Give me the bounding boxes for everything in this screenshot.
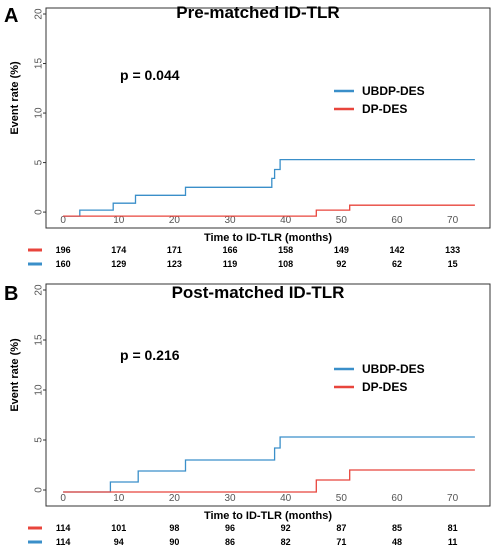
y-tick-label: 15 (34, 58, 45, 70)
y-tick-label: 0 (34, 487, 45, 493)
km-curve-ubdp-des (63, 158, 475, 217)
legend-label: UBDP-DES (362, 84, 425, 98)
risk-count: 133 (445, 245, 460, 255)
risk-count: 129 (111, 259, 126, 269)
x-tick-label: 70 (447, 493, 459, 504)
x-tick-label: 10 (113, 493, 125, 504)
y-tick-label: 15 (34, 334, 45, 346)
y-axis-title: Event rate (%) (9, 338, 21, 412)
chart-title: Post-matched ID-TLR (172, 283, 345, 302)
y-tick-label: 20 (34, 284, 45, 296)
p-value: p = 0.216 (120, 347, 180, 363)
legend-label: UBDP-DES (362, 362, 425, 376)
km-curve-ubdp-des (63, 436, 475, 493)
risk-count: 82 (281, 537, 291, 547)
km-panel-a: A Pre-matched ID-TLR 0 5 10 15 20 Event rate (%… (4, 3, 491, 269)
risk-count: 101 (111, 523, 126, 533)
x-tick-label: 50 (336, 493, 348, 504)
risk-count: 11 (448, 537, 458, 547)
risk-count: 166 (223, 245, 238, 255)
risk-count: 94 (114, 537, 124, 547)
x-tick-label: 70 (447, 215, 459, 226)
x-tick-label: 0 (60, 215, 66, 226)
risk-count: 48 (392, 537, 402, 547)
risk-count: 92 (336, 259, 346, 269)
legend-label: DP-DES (362, 380, 407, 394)
risk-count: 96 (225, 523, 235, 533)
chart-title: Pre-matched ID-TLR (176, 3, 339, 22)
y-tick-label: 20 (34, 8, 45, 20)
risk-count: 196 (56, 245, 71, 255)
x-tick-label: 20 (169, 493, 181, 504)
risk-count: 158 (278, 245, 293, 255)
plot-frame (45, 7, 491, 229)
x-tick-label: 30 (224, 215, 236, 226)
x-tick-label: 60 (391, 215, 403, 226)
panel-letter: A (4, 5, 18, 27)
risk-count: 15 (448, 259, 458, 269)
risk-count: 85 (392, 523, 402, 533)
x-tick-label: 40 (280, 493, 292, 504)
risk-count: 149 (334, 245, 349, 255)
plot-frame (45, 283, 491, 507)
x-tick-label: 60 (391, 493, 403, 504)
p-value: p = 0.044 (120, 67, 180, 83)
risk-count: 160 (56, 259, 71, 269)
y-tick-label: 5 (34, 437, 45, 443)
legend-label: DP-DES (362, 102, 407, 116)
y-tick-label: 5 (34, 159, 45, 165)
risk-count: 119 (223, 259, 238, 269)
x-tick-label: 20 (169, 215, 181, 226)
risk-count: 142 (389, 245, 404, 255)
km-curve-dp-des (63, 469, 475, 493)
x-axis-title: Time to ID-TLR (months) (204, 232, 332, 244)
x-tick-label: 40 (280, 215, 292, 226)
risk-count: 71 (336, 537, 346, 547)
risk-count: 86 (225, 537, 235, 547)
panel-letter: B (4, 283, 18, 305)
risk-count: 90 (169, 537, 179, 547)
y-tick-label: 0 (34, 209, 45, 215)
y-axis-title: Event rate (%) (9, 61, 21, 135)
risk-count: 62 (392, 259, 402, 269)
km-panel-b: B Post-matched ID-TLR 0 5 10 15 20 Event rate (… (4, 283, 491, 547)
risk-count: 123 (167, 259, 182, 269)
risk-count: 87 (336, 523, 346, 533)
x-tick-label: 50 (336, 215, 348, 226)
x-tick-label: 0 (60, 493, 66, 504)
x-tick-label: 30 (224, 493, 236, 504)
x-tick-label: 10 (113, 215, 125, 226)
risk-count: 171 (167, 245, 182, 255)
km-curve-dp-des (63, 204, 475, 217)
risk-count: 108 (278, 259, 293, 269)
risk-count: 114 (56, 523, 71, 533)
risk-count: 81 (448, 523, 458, 533)
risk-count: 174 (111, 245, 126, 255)
y-tick-label: 10 (34, 384, 45, 396)
risk-count: 98 (169, 523, 179, 533)
x-axis-title: Time to ID-TLR (months) (204, 510, 332, 522)
risk-count: 92 (281, 523, 291, 533)
y-tick-label: 10 (34, 107, 45, 119)
risk-count: 114 (56, 537, 71, 547)
